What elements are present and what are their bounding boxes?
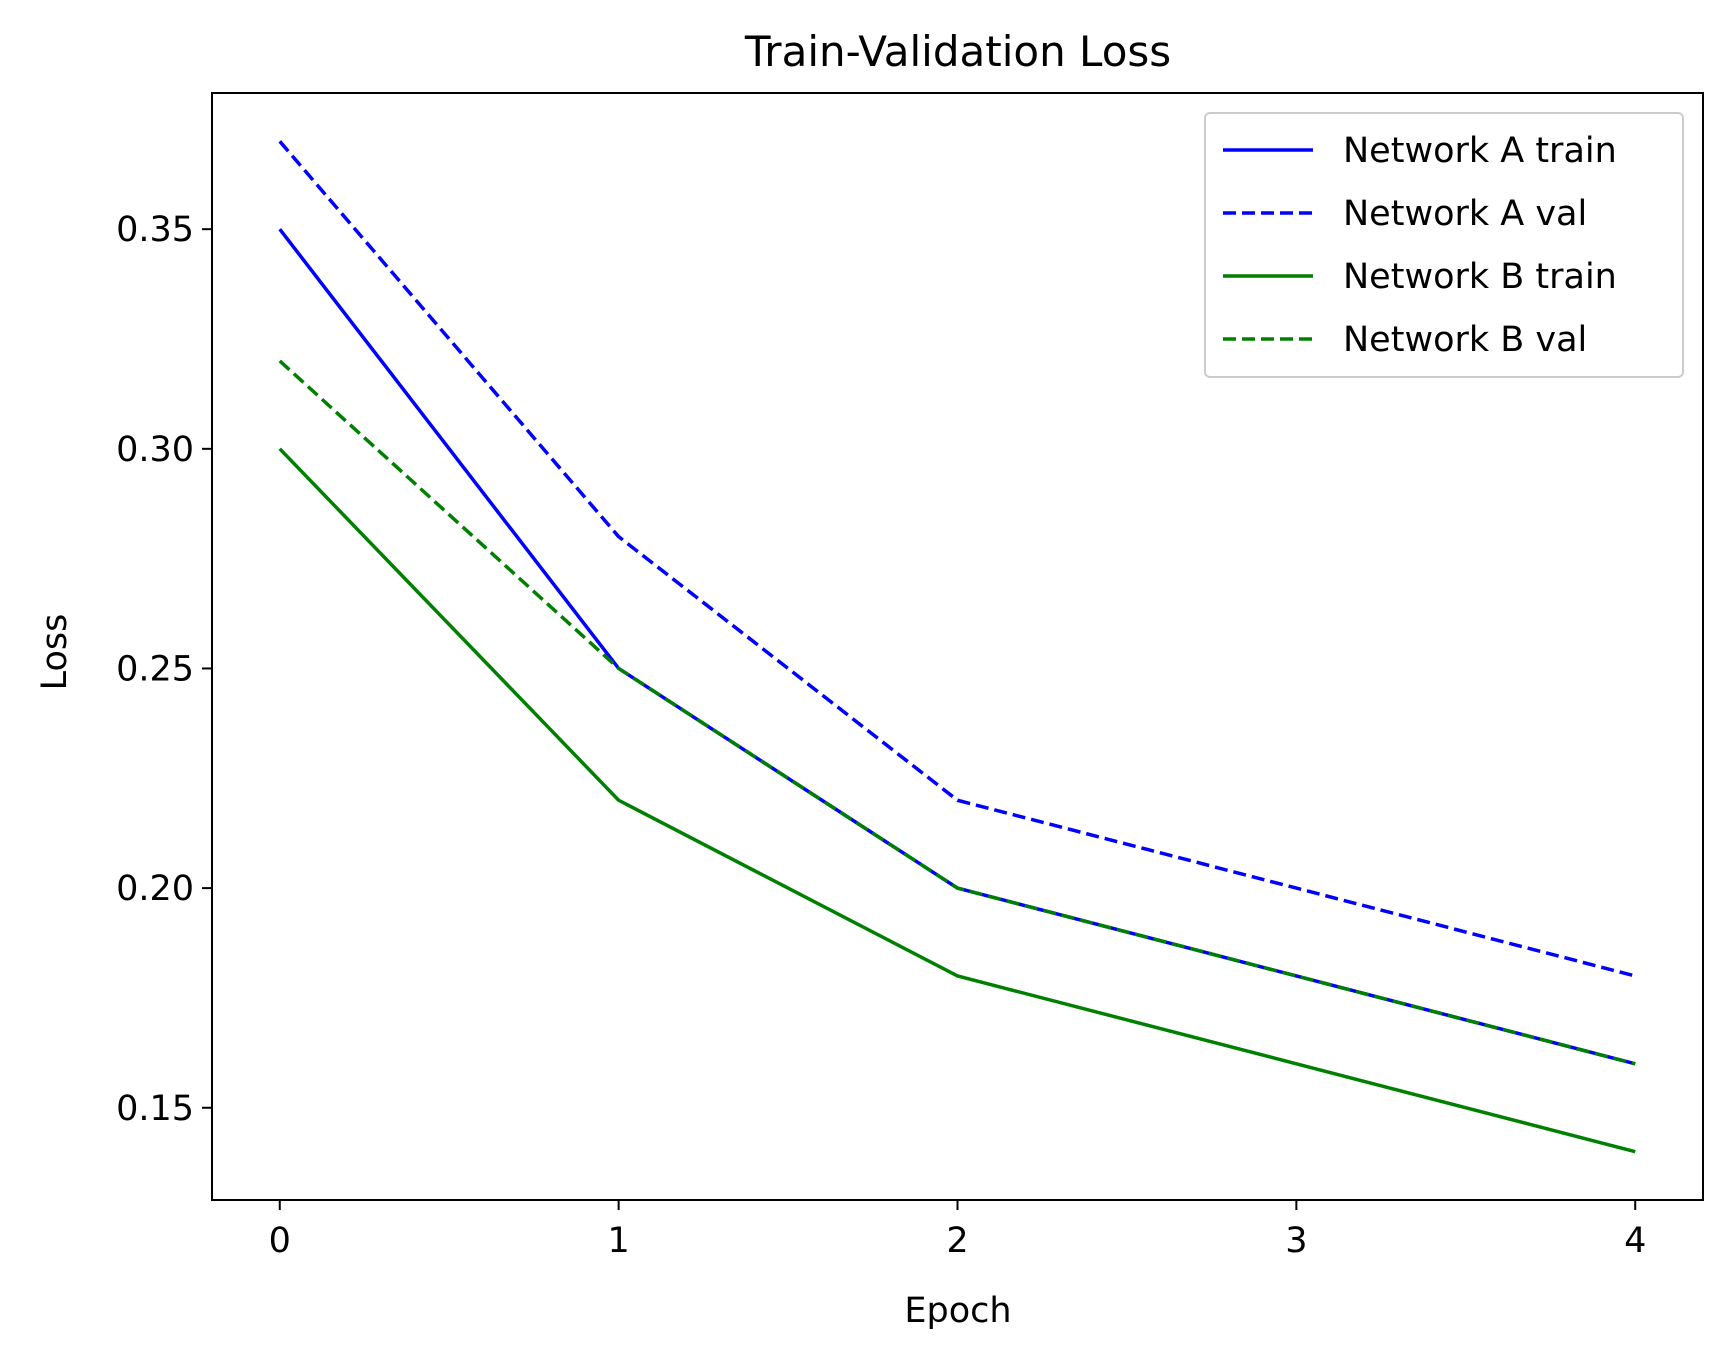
y-tick-label: 0.25 [116,649,194,689]
series-line-network-b-train [278,447,1636,1154]
x-tick-label: 4 [1624,1221,1646,1261]
legend-label: Network B train [1343,257,1617,297]
y-tick-label: 0.35 [116,210,194,250]
ticks-layer: 0 1 2 3 4 0.15 0.20 0.25 0.30 0.35 [116,210,1646,1261]
legend-label: Network A train [1343,131,1617,171]
x-tick-label: 1 [607,1221,629,1261]
legend-box [1204,112,1684,378]
legend-label: Network B val [1343,320,1587,360]
legend-label: Network A val [1343,194,1587,234]
chart-title: Train-Validation Loss [744,27,1171,76]
x-tick-label: 2 [946,1221,968,1261]
y-tick-label: 0.20 [116,869,194,909]
y-tick-label: 0.15 [116,1089,194,1129]
x-tick-label: 0 [269,1221,291,1261]
plot-area-frame [211,92,1704,1201]
y-tick-label: 0.30 [116,430,194,470]
series-line-network-a-val [278,140,1636,978]
x-tick-label: 3 [1285,1221,1307,1261]
series-layer [278,140,1636,1154]
y-axis-label: Loss [35,614,75,691]
legend: Network A train Network A val Network B tr… [1204,112,1684,378]
series-line-network-b-val [278,359,1636,1066]
x-axis-label: Epoch [904,1291,1011,1331]
